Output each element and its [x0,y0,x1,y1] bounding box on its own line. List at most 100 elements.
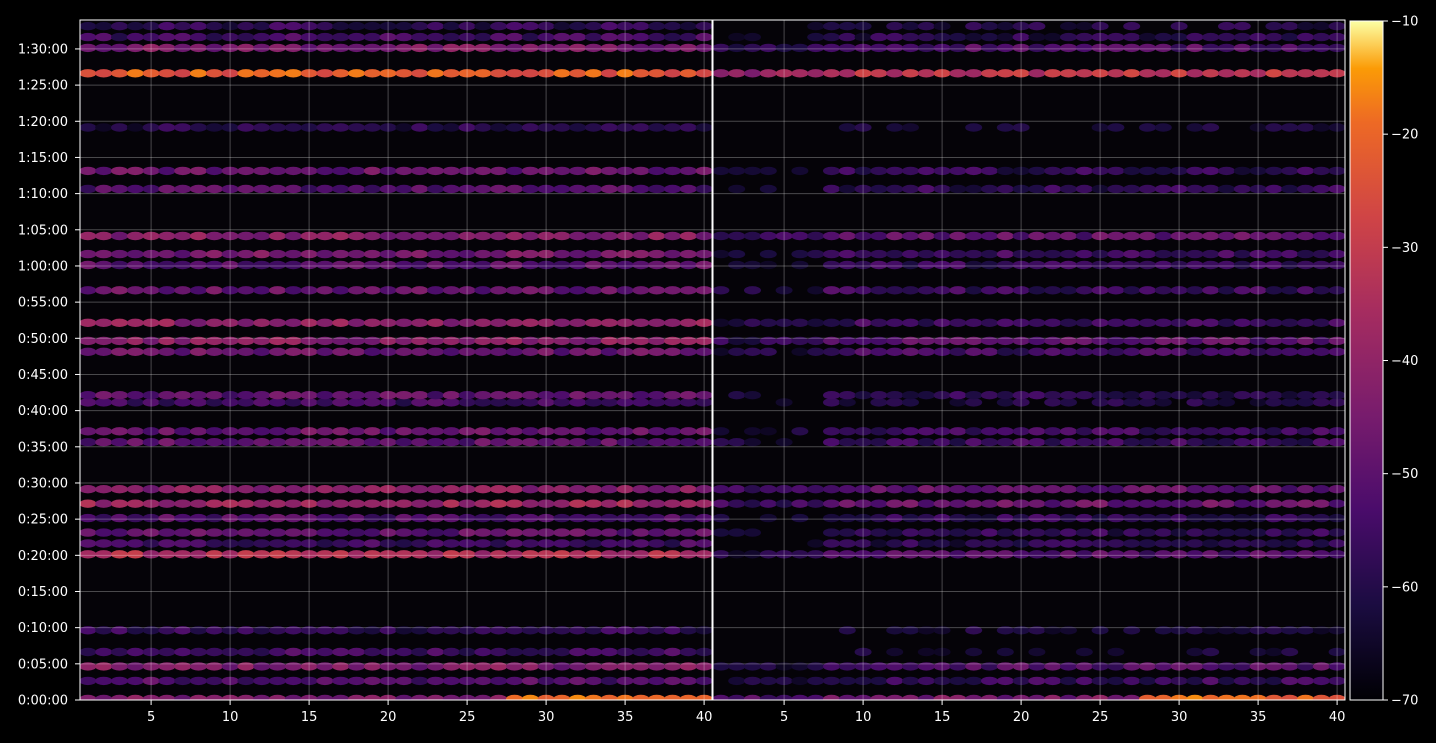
heatmap-cell [1328,43,1345,53]
heatmap-cell [174,626,192,635]
heatmap-cell [664,485,681,494]
heatmap-cell [1028,427,1046,436]
heatmap-cell [965,347,983,356]
heatmap-cell [348,231,365,241]
heatmap-cell [854,69,872,78]
heatmap-cell [1281,662,1299,671]
heatmap-cell [474,398,492,407]
heatmap-cell [791,676,809,686]
heatmap-cell [427,550,444,559]
heatmap-cell [205,550,223,559]
heatmap-cell [379,513,397,523]
heatmap-cell [1297,550,1314,559]
heatmap-cell [1312,485,1330,494]
heatmap-cell [411,123,429,132]
heatmap-cell [1312,260,1330,270]
heatmap-cell [521,43,539,53]
panel-right [713,20,1345,700]
heatmap-cell [902,231,919,241]
heatmap-cell [949,69,967,78]
heatmap-cell [221,231,239,241]
heatmap-cell [427,438,444,447]
heatmap-cell [158,260,176,270]
heatmap-cell [1060,22,1077,31]
heatmap-cell [664,123,681,132]
heatmap-cell [996,427,1014,436]
heatmap-cell [363,694,381,700]
heatmap-cell [902,626,919,635]
heatmap-cell [996,694,1014,700]
heatmap-cell [981,662,998,671]
heatmap-cell [300,438,318,447]
heatmap-cell [442,398,460,407]
heatmap-cell [1281,513,1299,523]
heatmap-cell [1154,694,1172,700]
heatmap-cell [1249,398,1267,407]
heatmap-cell [1139,391,1156,400]
heatmap-cell [411,676,429,686]
heatmap-cell [823,286,840,295]
heatmap-cell [205,513,223,523]
heatmap-cell [585,249,602,259]
heatmap-cell [1328,676,1345,686]
heatmap-cell [1233,676,1251,686]
heatmap-cell [759,499,777,508]
heatmap-cell [965,485,983,494]
heatmap-cell [521,539,539,548]
heatmap-cell [95,69,113,78]
heatmap-cell [1202,539,1220,548]
heatmap-cell [759,485,777,494]
heatmap-cell [616,43,634,53]
heatmap-cell [1265,438,1283,447]
heatmap-cell [395,427,413,436]
heatmap-cell [713,336,730,346]
heatmap-cell [379,647,397,657]
heatmap-cell [1281,694,1299,700]
heatmap-cell [713,43,730,53]
y-tick-label: 0:25:00 [18,513,68,528]
heatmap-cell [981,438,998,447]
heatmap-cell [965,539,983,548]
heatmap-cell [1091,528,1109,537]
heatmap-cell [190,184,207,194]
heatmap-cell [284,249,302,259]
heatmap-cell [679,485,697,494]
heatmap-cell [1044,318,1062,327]
heatmap-cell [332,647,350,657]
heatmap-cell [1202,43,1220,53]
heatmap-cell [300,336,318,346]
heatmap-cell [1233,260,1251,270]
heatmap-cell [553,336,571,346]
heatmap-cell [284,260,302,270]
heatmap-cell [648,676,666,686]
heatmap-cell [521,260,539,270]
heatmap-cell [395,676,413,686]
heatmap-cell [838,69,856,78]
heatmap-cell [632,43,650,53]
heatmap-cell [395,438,413,447]
heatmap-cell [775,286,793,295]
heatmap-cell [1060,318,1077,327]
heatmap-cell [174,69,192,78]
heatmap-cell [1044,166,1062,176]
y-tick-label: 0:35:00 [18,440,68,455]
heatmap-cell [600,166,618,176]
heatmap-cell [600,69,618,78]
heatmap-cell [569,184,587,194]
heatmap-cell [269,43,286,53]
y-tick-label: 1:30:00 [18,42,68,57]
heatmap-cell [80,676,97,686]
heatmap-cell [190,647,207,657]
heatmap-cell [728,184,746,194]
heatmap-cell [284,43,302,53]
heatmap-cell [1312,427,1330,436]
heatmap-cell [1107,286,1125,295]
heatmap-cell [917,336,935,346]
y-tick-label: 1:20:00 [18,115,68,130]
heatmap-cell [1249,318,1267,327]
heatmap-cell [442,676,460,686]
heatmap-cell [1154,123,1172,132]
heatmap-cell [1107,166,1125,176]
heatmap-cell [1202,662,1220,671]
heatmap-cell [1312,626,1330,635]
